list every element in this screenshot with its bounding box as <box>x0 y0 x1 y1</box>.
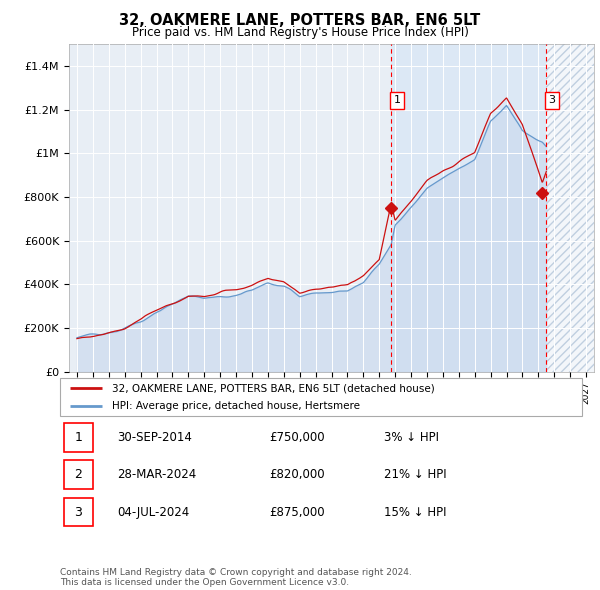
Text: Contains HM Land Registry data © Crown copyright and database right 2024.
This d: Contains HM Land Registry data © Crown c… <box>60 568 412 587</box>
Text: 1: 1 <box>394 95 401 105</box>
FancyBboxPatch shape <box>64 498 93 526</box>
FancyBboxPatch shape <box>64 460 93 489</box>
Text: HPI: Average price, detached house, Hertsmere: HPI: Average price, detached house, Hert… <box>112 401 360 411</box>
Text: 1: 1 <box>74 431 82 444</box>
Text: 30-SEP-2014: 30-SEP-2014 <box>118 431 192 444</box>
Text: £750,000: £750,000 <box>269 431 325 444</box>
Bar <box>546 44 594 372</box>
Text: 15% ↓ HPI: 15% ↓ HPI <box>383 506 446 519</box>
Text: 2: 2 <box>74 468 82 481</box>
Text: 04-JUL-2024: 04-JUL-2024 <box>118 506 190 519</box>
Text: £820,000: £820,000 <box>269 468 325 481</box>
Text: 3% ↓ HPI: 3% ↓ HPI <box>383 431 439 444</box>
Text: 3: 3 <box>548 95 556 105</box>
Text: 32, OAKMERE LANE, POTTERS BAR, EN6 5LT: 32, OAKMERE LANE, POTTERS BAR, EN6 5LT <box>119 13 481 28</box>
Text: 21% ↓ HPI: 21% ↓ HPI <box>383 468 446 481</box>
Text: 32, OAKMERE LANE, POTTERS BAR, EN6 5LT (detached house): 32, OAKMERE LANE, POTTERS BAR, EN6 5LT (… <box>112 384 435 394</box>
Text: 28-MAR-2024: 28-MAR-2024 <box>118 468 197 481</box>
FancyBboxPatch shape <box>60 378 582 416</box>
FancyBboxPatch shape <box>64 423 93 451</box>
Text: Price paid vs. HM Land Registry's House Price Index (HPI): Price paid vs. HM Land Registry's House … <box>131 26 469 39</box>
Text: 3: 3 <box>74 506 82 519</box>
Text: £875,000: £875,000 <box>269 506 325 519</box>
Bar <box>391 44 546 372</box>
Bar <box>546 44 594 372</box>
